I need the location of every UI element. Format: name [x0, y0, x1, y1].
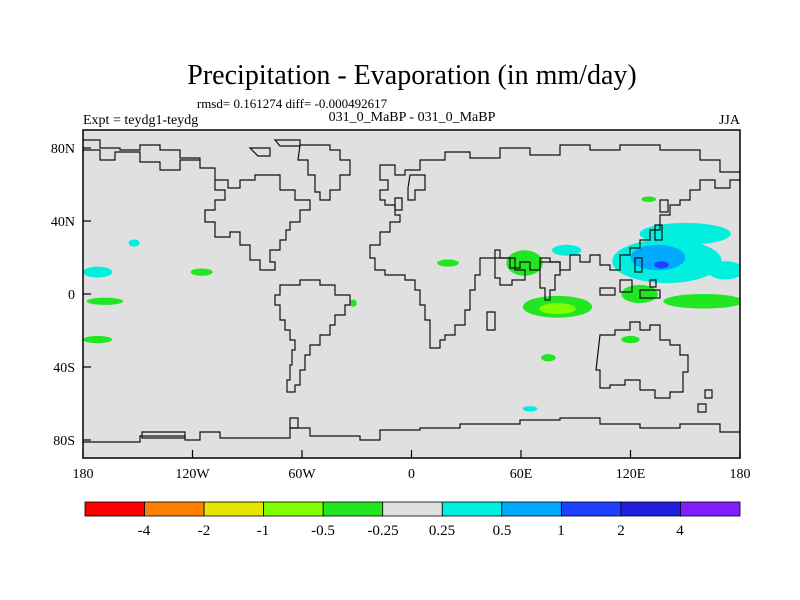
svg-text:60E: 60E [510, 467, 533, 482]
colorbar-label: 1 [557, 523, 565, 539]
x-tick-0: 0 [408, 450, 415, 482]
svg-text:0: 0 [68, 288, 75, 303]
coastline-antarctic-peninsula [289, 417, 299, 429]
x-axis: 180 120W 60W 0 60E 120E 180 [73, 450, 751, 482]
x-tick-120e: 120E [616, 450, 646, 482]
anomaly-region [639, 222, 731, 245]
colorbar-label: 0.5 [493, 523, 512, 539]
anomaly-region [630, 244, 686, 271]
colorbar-swatches [84, 501, 741, 517]
anomaly-region [83, 335, 113, 344]
comparison-label: 031_0_MaBP - 031_0_MaBP [329, 110, 496, 125]
colorbar-label: 2 [617, 523, 625, 539]
coastline-philippines [634, 257, 643, 273]
coastline-japan [654, 199, 669, 241]
anomaly-region [663, 294, 740, 309]
colorbar-label: 4 [676, 523, 684, 539]
experiment-label: Expt = teydg1-teydg [83, 113, 198, 128]
colorbar-swatch [84, 501, 145, 517]
anomaly-region [83, 266, 113, 278]
colorbar-label: 0.25 [429, 523, 455, 539]
coastline-maritime [599, 279, 661, 299]
stats-line: rmsd= 0.161274 diff= -0.000492617 [197, 96, 388, 111]
y-tick-80n: 80N [51, 142, 91, 157]
y-axis: 80N 40N 0 40S 80S [51, 142, 91, 449]
colorbar-swatch [322, 501, 384, 517]
coastline-greenland [297, 144, 351, 201]
colorbar-label: -4 [138, 523, 151, 539]
colorbar-label: -1 [257, 523, 270, 539]
coastline-south-america [274, 279, 351, 393]
svg-text:0: 0 [408, 467, 415, 482]
anomaly-regions [83, 196, 740, 412]
anomaly-region [641, 196, 657, 202]
anomaly-region [437, 259, 459, 267]
coastline-weddell-inlet [141, 431, 186, 439]
coastlines [83, 139, 740, 443]
colorbar-swatch [263, 501, 324, 517]
chart-title: Precipitation - Evaporation (in mm/day) [187, 60, 636, 91]
season-label: JJA [719, 113, 741, 128]
colorbar-swatch [203, 501, 265, 517]
svg-text:40S: 40S [53, 361, 75, 376]
colorbar-swatch [680, 501, 741, 517]
anomaly-region [541, 354, 556, 362]
coastline-india [539, 261, 561, 301]
colorbar-labels: -4 -2 -1 -0.5 -0.25 0.25 0.5 1 2 4 [138, 523, 685, 539]
anomaly-region [707, 261, 740, 280]
colorbar-swatch [501, 501, 562, 517]
svg-text:120W: 120W [175, 467, 210, 482]
x-tick-60e: 60E [510, 450, 533, 482]
anomaly-region [86, 297, 124, 305]
coastline-madagascar [486, 311, 496, 331]
coastline-scandinavia [407, 174, 426, 201]
x-tick-180e: 180 [730, 450, 751, 482]
coastline-antarctica [83, 417, 740, 443]
svg-text:180: 180 [73, 467, 94, 482]
colorbar-swatch [441, 501, 503, 517]
anomaly-region [522, 406, 538, 412]
anomaly-region [654, 261, 669, 269]
y-tick-40n: 40N [51, 215, 91, 230]
colorbar-label: -0.5 [311, 523, 335, 539]
svg-text:60W: 60W [288, 467, 316, 482]
x-tick-120w: 120W [175, 450, 210, 482]
anomaly-region [539, 303, 576, 315]
anomaly-region [190, 268, 213, 276]
svg-text:120E: 120E [616, 467, 646, 482]
svg-text:180: 180 [730, 467, 751, 482]
svg-text:40N: 40N [51, 215, 75, 230]
coastline-north-america [83, 139, 311, 271]
coastline-australia [595, 321, 689, 399]
coastline-british-isles [394, 197, 403, 211]
y-tick-40s: 40S [53, 361, 91, 376]
x-tick-60w: 60W [288, 450, 316, 482]
colorbar-label: -2 [198, 523, 211, 539]
svg-text:80N: 80N [51, 142, 75, 157]
y-tick-80s: 80S [53, 434, 91, 449]
svg-text:80S: 80S [53, 434, 75, 449]
colorbar: -4 -2 -1 -0.5 -0.25 0.25 0.5 1 2 4 [84, 501, 741, 539]
anomaly-region [349, 299, 357, 307]
anomaly-region [621, 335, 640, 344]
colorbar-swatch [144, 501, 205, 517]
colorbar-label: -0.25 [367, 523, 398, 539]
anomaly-region [128, 239, 140, 247]
coastline-new-zealand [697, 389, 713, 413]
anomaly-region [552, 244, 582, 256]
coastline-canada-islands [248, 139, 301, 157]
colorbar-swatch [560, 501, 622, 517]
y-tick-0: 0 [68, 288, 91, 303]
colorbar-swatch [382, 501, 443, 517]
x-tick-180w: 180 [73, 450, 94, 482]
colorbar-swatch [620, 501, 681, 517]
coastline-arabia [494, 257, 526, 286]
